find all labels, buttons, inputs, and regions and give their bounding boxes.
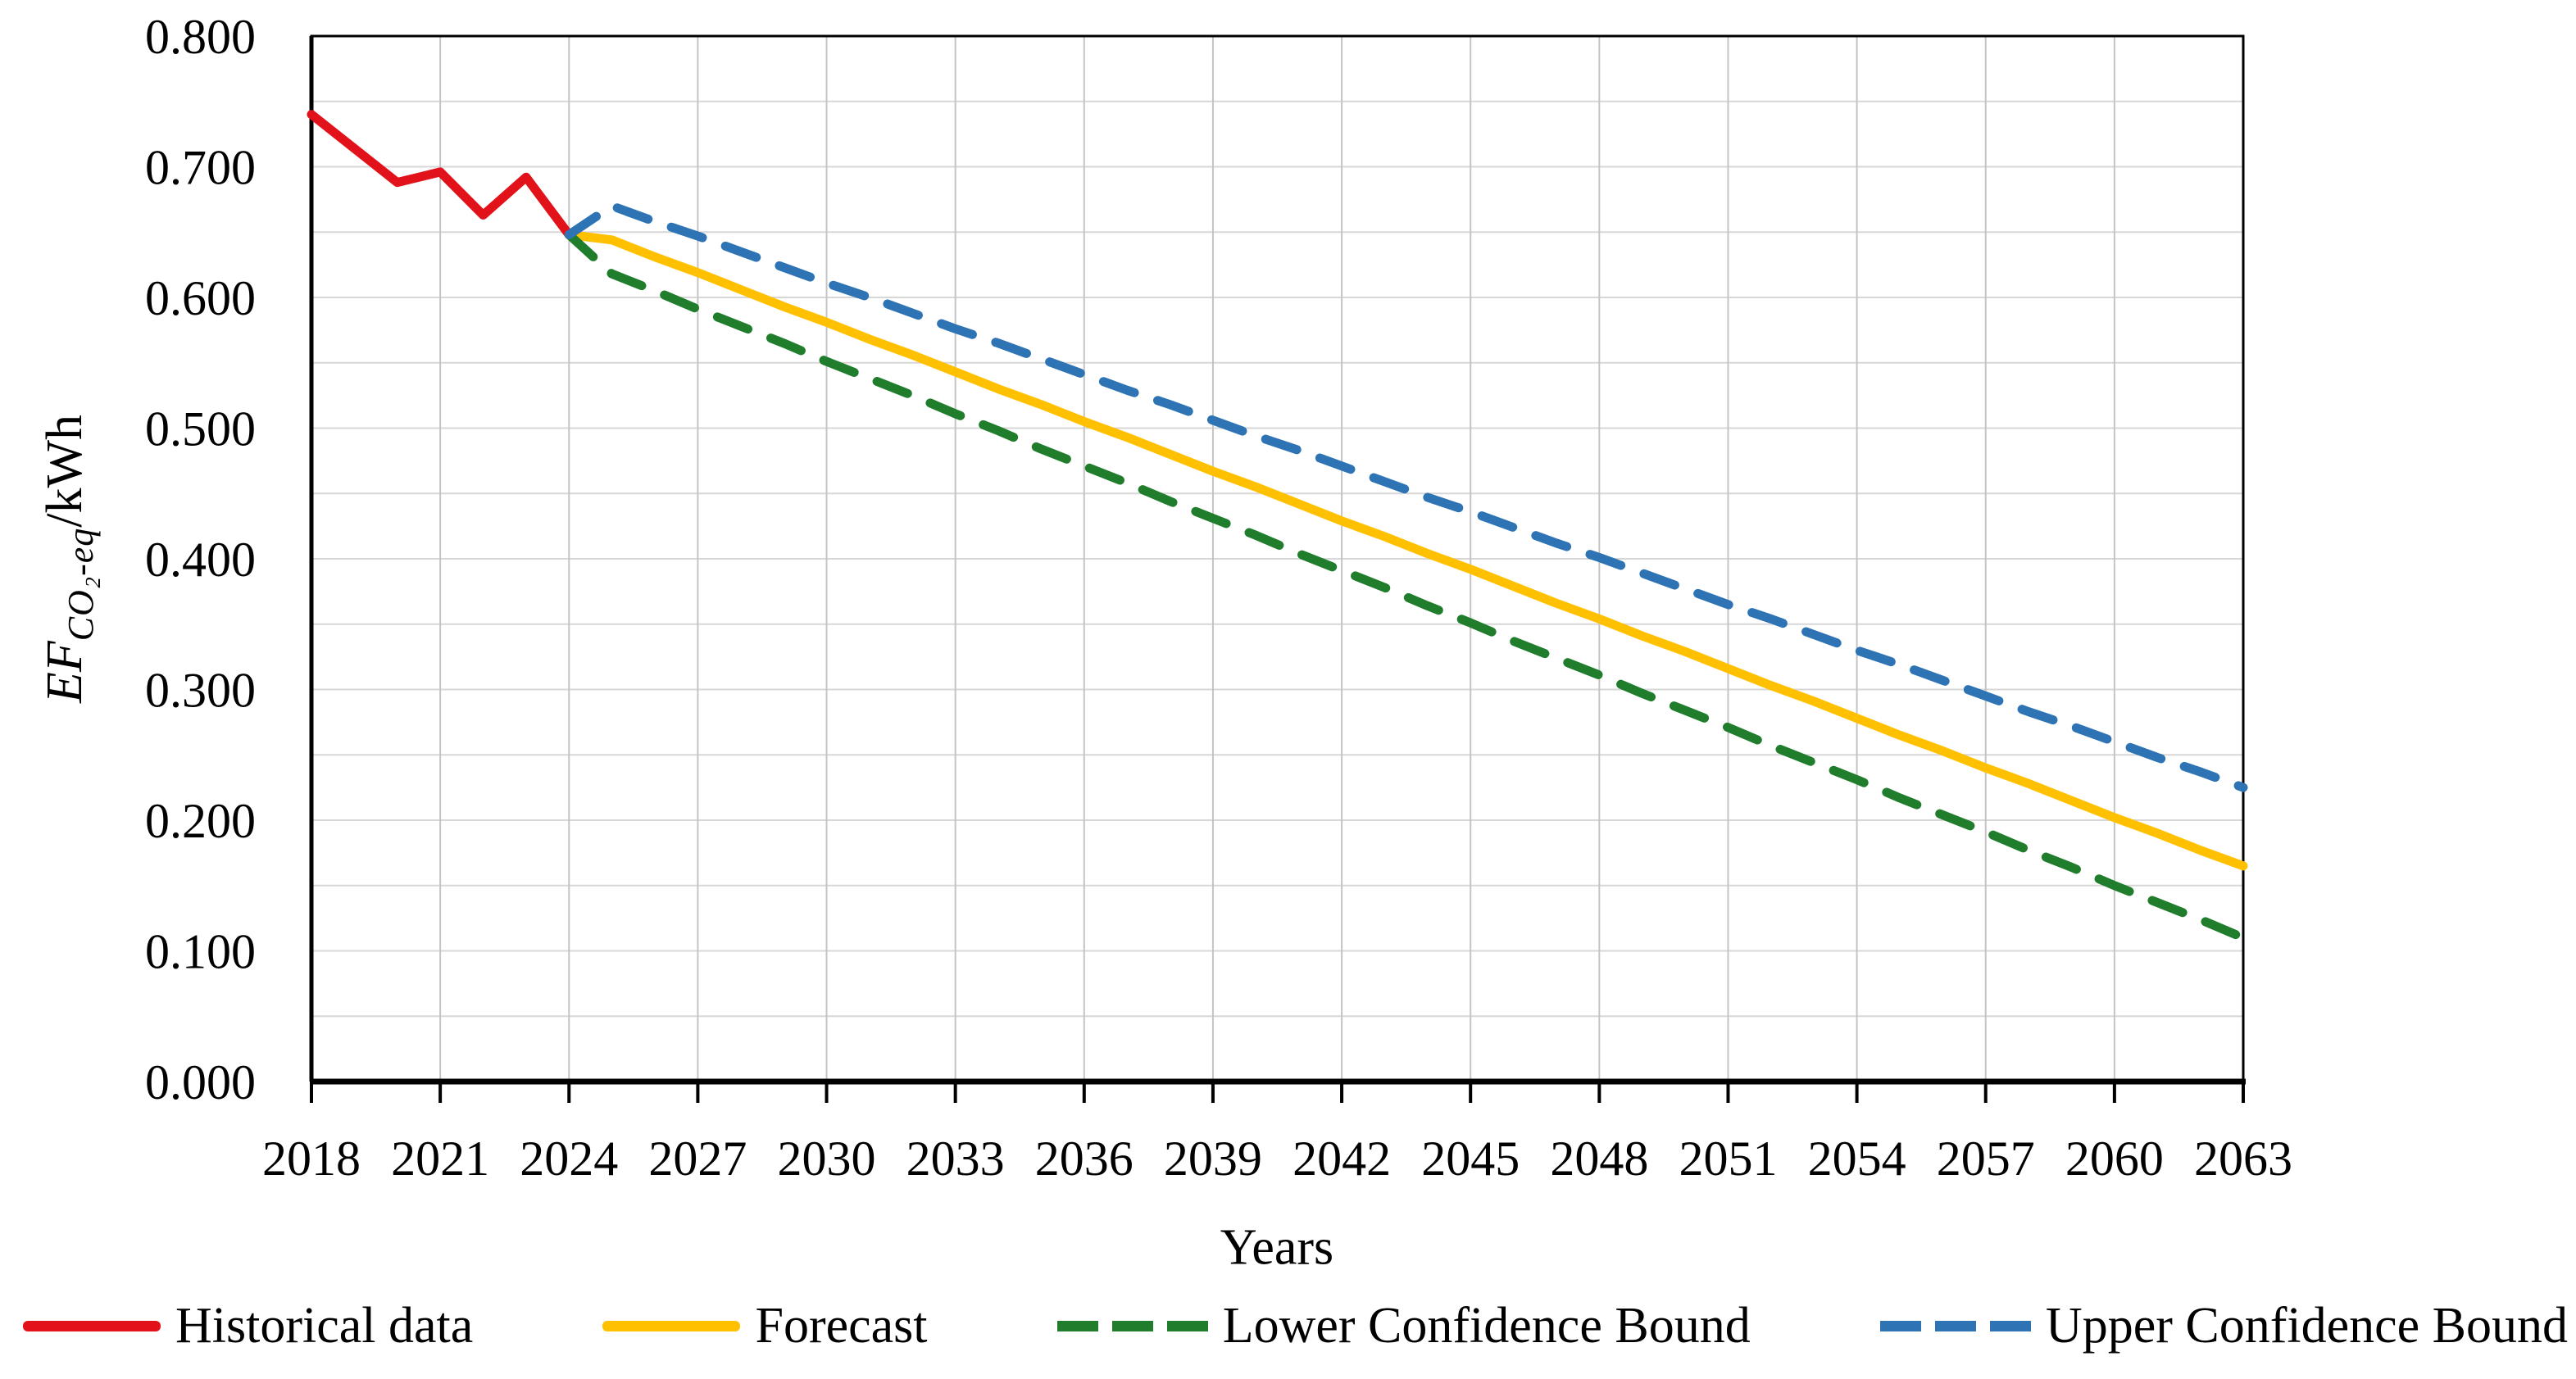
- y-tick-label: 0.200: [145, 794, 256, 848]
- y-axis-title-subscript: CO₂-eq: [61, 527, 101, 642]
- x-tick-label: 2027: [648, 1132, 747, 1186]
- y-axis-title-unit: /kWh: [37, 414, 93, 528]
- y-tick-label: 0.400: [145, 533, 256, 587]
- legend-marker-forecast: [602, 1321, 741, 1331]
- x-tick-label: 2033: [906, 1132, 1005, 1186]
- x-tick-label: 2018: [262, 1132, 361, 1186]
- legend-item-upper-confidence-bound: Upper Confidence Bound: [1879, 1297, 2568, 1355]
- series-line-historical-data: [307, 110, 574, 239]
- legend-item-lower-confidence-bound: Lower Confidence Bound: [1056, 1297, 1751, 1355]
- legend-label-lower-confidence-bound: Lower Confidence Bound: [1222, 1298, 1751, 1354]
- y-tick-label: 0.800: [145, 10, 256, 64]
- x-tick-label: 2063: [2194, 1132, 2292, 1186]
- legend-label-upper-confidence-bound: Upper Confidence Bound: [2045, 1298, 2568, 1354]
- legend-marker-upper-confidence-bound: [1879, 1321, 2031, 1331]
- x-tick-label: 2021: [391, 1132, 489, 1186]
- x-tick-label: 2048: [1550, 1132, 1648, 1186]
- x-tick-label: 2060: [2065, 1132, 2164, 1186]
- legend-label-historical-data: Historical data: [175, 1298, 474, 1354]
- y-tick-label: 0.700: [145, 141, 256, 195]
- x-tick-label: 2045: [1421, 1132, 1520, 1186]
- x-axis-title: Years: [1220, 1219, 1334, 1276]
- y-axis-title-ef: EF: [37, 641, 93, 704]
- legend-item-historical-data: Historical data: [23, 1297, 473, 1355]
- chart-legend: Historical data Forecast Lower Confidenc…: [23, 1297, 2568, 1355]
- y-tick-label: 0.100: [145, 925, 256, 979]
- x-tick-label: 2042: [1293, 1132, 1391, 1186]
- legend-marker-lower-confidence-bound: [1056, 1321, 1208, 1331]
- legend-label-forecast: Forecast: [755, 1298, 928, 1354]
- legend-marker-historical-data: [23, 1321, 161, 1331]
- x-tick-label: 2051: [1679, 1132, 1777, 1186]
- x-tick-label: 2057: [1937, 1132, 2035, 1186]
- y-tick-label: 0.600: [145, 271, 256, 325]
- x-tick-label: 2036: [1035, 1132, 1134, 1186]
- x-tick-label: 2030: [778, 1132, 876, 1186]
- series-line-lower-confidence-bound: [564, 229, 2248, 943]
- y-tick-label: 0.500: [145, 402, 256, 456]
- x-tick-label: 2024: [520, 1132, 618, 1186]
- series-line-forecast: [564, 229, 2248, 871]
- y-tick-label: 0.000: [145, 1055, 256, 1109]
- y-axis-title: EFCO₂-eq/kWh: [36, 415, 102, 703]
- x-tick-label: 2039: [1164, 1132, 1262, 1186]
- x-tick-label: 2054: [1808, 1132, 1906, 1186]
- series-line-upper-confidence-bound: [564, 201, 2248, 792]
- y-tick-label: 0.300: [145, 664, 256, 718]
- legend-item-forecast: Forecast: [602, 1297, 928, 1355]
